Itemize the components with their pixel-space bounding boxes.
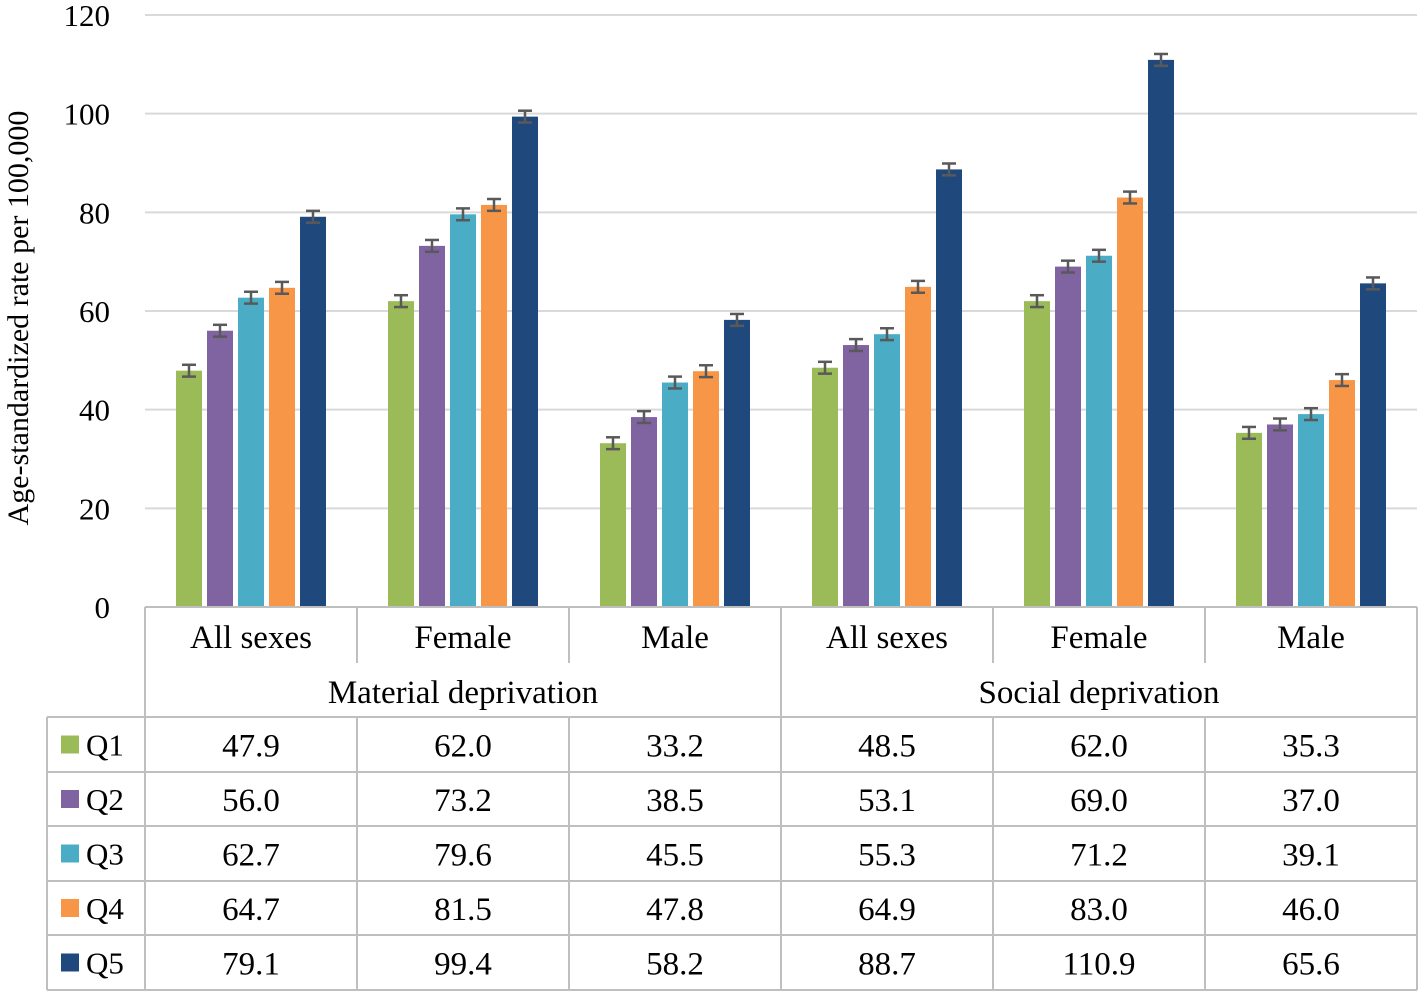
table-cell-value: 62.0 — [434, 729, 492, 765]
table-cell-value: 79.6 — [434, 838, 492, 874]
table-cell-value: 55.3 — [858, 838, 916, 874]
table-cell-value: 83.0 — [1070, 892, 1128, 928]
bar-q1 — [1236, 432, 1262, 607]
gridlines — [145, 14, 1417, 608]
bar-q2 — [631, 417, 657, 607]
bar-q4 — [269, 287, 295, 607]
bar-q2 — [419, 245, 445, 607]
bar-q5 — [512, 116, 538, 608]
error-bars — [182, 52, 1380, 451]
bar-q2 — [843, 345, 869, 607]
table-cell-value: 71.2 — [1070, 838, 1128, 874]
y-tick-label: 100 — [64, 97, 111, 132]
table-cell-value: 47.8 — [646, 892, 704, 928]
bar-q5 — [724, 319, 750, 607]
bar-q1 — [388, 301, 414, 607]
bar-q1 — [812, 367, 838, 607]
data-table: All sexes Female Male All sexes Female Male Ma… — [46, 606, 1418, 991]
table-cell-value: 46.0 — [1282, 892, 1340, 928]
bar-q2 — [1055, 266, 1081, 607]
bar-q5 — [1148, 59, 1174, 608]
bar-q3 — [238, 297, 264, 607]
bar-q1 — [600, 443, 626, 607]
group-label: Social deprivation — [978, 675, 1219, 711]
y-axis-label: Age-standardized rate per 100,000 — [2, 111, 35, 526]
legend-label: Q1 — [86, 728, 124, 763]
group-label: Material deprivation — [328, 675, 598, 711]
category-label: Female — [1050, 620, 1147, 656]
table-cell-value: 45.5 — [646, 838, 704, 874]
bar-q1 — [1024, 301, 1050, 607]
bar-q1 — [176, 370, 202, 607]
table-cell-value: 37.0 — [1282, 783, 1340, 819]
table-cell-value: 58.2 — [646, 947, 704, 983]
bar-q3 — [1298, 414, 1324, 607]
category-label: All sexes — [826, 620, 948, 656]
bar-q4 — [1117, 197, 1143, 608]
table-cell-value: 33.2 — [646, 729, 704, 765]
bars — [176, 59, 1386, 608]
table-cell-value: 73.2 — [434, 783, 492, 819]
legend-label: Q3 — [86, 837, 124, 872]
bar-q3 — [662, 382, 688, 607]
y-tick-label: 120 — [64, 0, 111, 33]
table-cell-value: 69.0 — [1070, 783, 1128, 819]
table-cell-value: 79.1 — [222, 947, 280, 983]
table-cell-value: 39.1 — [1282, 838, 1340, 874]
y-tick-label: 20 — [79, 491, 110, 526]
table-cell-value: 64.7 — [222, 892, 280, 928]
category-label: Male — [1277, 620, 1345, 656]
category-label: All sexes — [190, 620, 312, 656]
bar-q5 — [936, 169, 962, 607]
table-cell-value: 81.5 — [434, 892, 492, 928]
bar-q2 — [1267, 424, 1293, 607]
y-tick-labels: 0 20 40 60 80 100 120 — [64, 0, 111, 625]
legend-swatch-q3 — [61, 844, 79, 863]
bar-q4 — [1329, 380, 1355, 607]
table-cell-value: 47.9 — [222, 729, 280, 765]
y-tick-label: 60 — [79, 294, 110, 329]
legend-label: Q2 — [86, 782, 124, 817]
bar-q4 — [481, 204, 507, 607]
table-cell-value: 48.5 — [858, 729, 916, 765]
category-label: Female — [414, 620, 511, 656]
bar-q3 — [874, 334, 900, 607]
table-cell-value: 65.6 — [1282, 947, 1340, 983]
bar-q3 — [450, 214, 476, 607]
legend-swatch-q5 — [61, 953, 79, 972]
legend-swatch-q1 — [61, 735, 79, 754]
y-tick-label: 40 — [79, 393, 110, 428]
category-label: Male — [641, 620, 709, 656]
bar-q2 — [207, 330, 233, 607]
table-cell-value: 53.1 — [858, 783, 916, 819]
table-cell-value: 62.0 — [1070, 729, 1128, 765]
legend-label: Q4 — [86, 891, 124, 926]
bar-q4 — [905, 286, 931, 607]
bar-q4 — [693, 371, 719, 607]
table-cell-value: 62.7 — [222, 838, 280, 874]
legend-swatch-q2 — [61, 790, 79, 808]
table-cell-value: 56.0 — [222, 783, 280, 819]
bar-q5 — [1360, 283, 1386, 607]
table-cell-value: 35.3 — [1282, 729, 1340, 765]
table-cell-value: 110.9 — [1062, 947, 1135, 983]
bar-q3 — [1086, 255, 1112, 607]
bar-q5 — [300, 216, 326, 608]
legend-swatch-q4 — [61, 899, 79, 917]
y-tick-label: 80 — [79, 195, 110, 230]
legend-label: Q5 — [86, 946, 124, 981]
table-cell-value: 88.7 — [858, 947, 916, 983]
y-tick-label: 0 — [95, 590, 111, 625]
table-cell-value: 38.5 — [646, 783, 704, 819]
table-cell-value: 99.4 — [434, 947, 492, 983]
table-cell-value: 64.9 — [858, 892, 916, 928]
